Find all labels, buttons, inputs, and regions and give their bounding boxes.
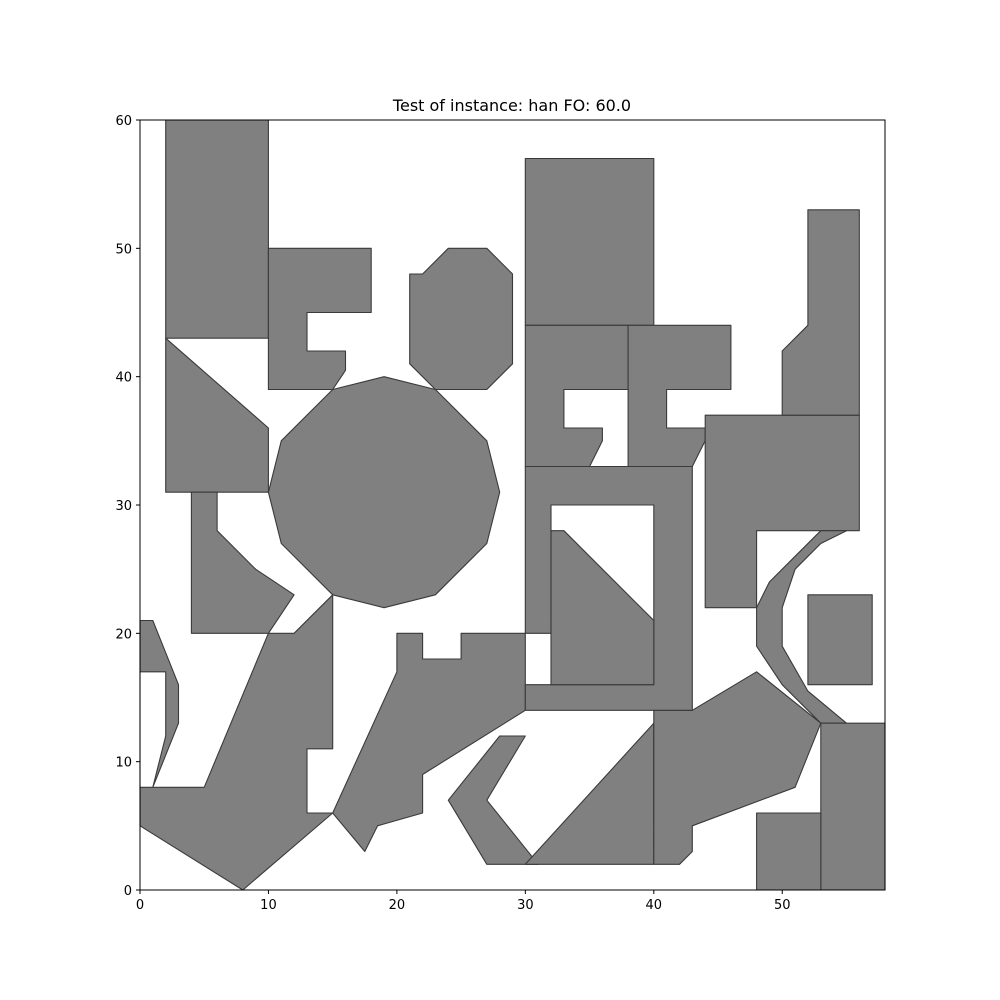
- plot-frame: [139, 119, 886, 891]
- piece-9: [332, 632, 526, 853]
- chart-title: Test of instance: han FO: 60.0: [392, 96, 631, 115]
- y-tick-label: 40: [115, 371, 132, 386]
- piece-3: [409, 247, 514, 391]
- piece-19: [781, 209, 860, 416]
- x-tick-label: 0: [136, 898, 144, 913]
- piece-8: [139, 594, 334, 891]
- y-tick-label: 10: [115, 756, 132, 771]
- piece-20: [756, 530, 848, 724]
- piece-7: [139, 619, 180, 788]
- x-axis-ticks: 0 10 20 30 40 50: [136, 890, 791, 913]
- piece-6: [190, 491, 295, 634]
- y-tick-label: 60: [115, 114, 132, 129]
- y-tick-label: 20: [115, 627, 132, 642]
- x-tick-label: 10: [260, 898, 277, 913]
- piece-2: [267, 247, 372, 391]
- y-axis-ticks: 0 10 20 30 40 50 60: [115, 114, 140, 899]
- x-tick-label: 50: [774, 898, 791, 913]
- piece-10: [447, 735, 539, 865]
- x-tick-label: 30: [517, 898, 534, 913]
- y-tick-label: 0: [124, 884, 132, 899]
- piece-4: [165, 337, 269, 493]
- piece-21: [807, 594, 873, 686]
- piece-23: [756, 812, 822, 891]
- y-tick-label: 50: [115, 242, 132, 257]
- piece-14: [524, 324, 629, 468]
- y-tick-label: 30: [115, 499, 132, 514]
- piece-5: [267, 376, 501, 609]
- piece-11: [524, 722, 655, 865]
- piece-1: [165, 119, 269, 339]
- piece-12: [653, 671, 822, 865]
- x-tick-label: 20: [389, 898, 406, 913]
- piece-13: [524, 157, 655, 326]
- x-tick-label: 40: [646, 898, 663, 913]
- pieces-layer: [139, 119, 886, 891]
- piece-17: [550, 530, 655, 686]
- piece-22: [820, 722, 886, 891]
